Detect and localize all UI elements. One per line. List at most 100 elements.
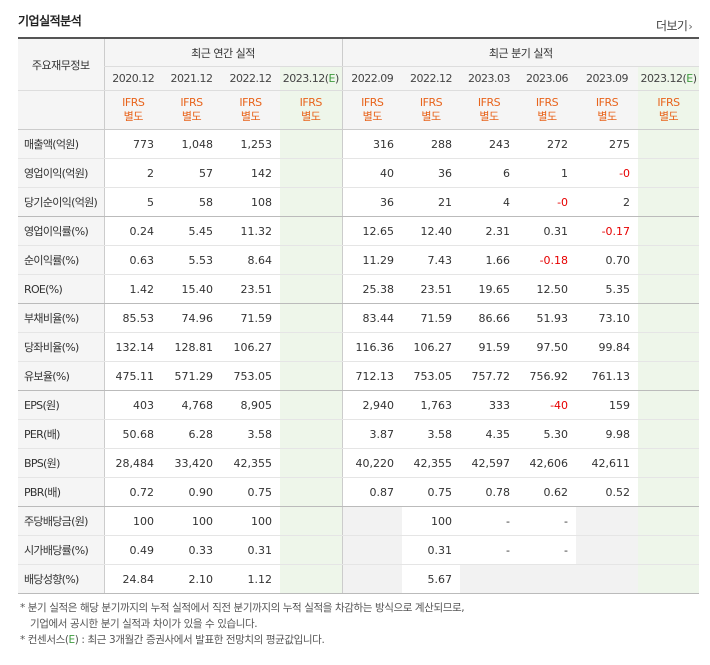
annual-est-date: 2023.12(E)	[280, 66, 343, 91]
annual-cell: 3.58	[221, 419, 280, 449]
quarter-cell	[638, 245, 700, 275]
quarter-cell	[638, 216, 700, 246]
quarter-cell	[518, 564, 577, 594]
quarter-cell	[576, 535, 639, 565]
quarter-cell: 0.78	[460, 477, 519, 507]
ifrs-line2: 별도	[123, 110, 144, 123]
ifrs-line2: 별도	[537, 110, 557, 123]
quarter-cell	[638, 158, 700, 188]
ifrs-label-0: IFRS 별도	[103, 90, 162, 130]
quarter-cell: 19.65	[460, 274, 519, 304]
ifrs-line1: IFRS	[180, 96, 203, 109]
annual-cell: 2.10	[162, 564, 221, 594]
table-row: PER(배) 50.68 6.28 3.58 3.87 3.58 4.35 5.30 9.98	[18, 419, 700, 449]
quarter-date-0: 2022.09	[341, 66, 403, 91]
more-link[interactable]: 더보기›	[656, 17, 693, 34]
row-label: 영업이익(억원)	[18, 158, 104, 188]
quarter-cell	[638, 477, 700, 507]
annual-date-0: 2020.12	[103, 66, 162, 91]
quarter-cell: 106.27	[402, 332, 461, 362]
quarter-cell: -	[518, 506, 577, 536]
row-label: 부채비율(%)	[18, 303, 104, 333]
chevron-right-icon: ›	[688, 20, 693, 33]
quarter-cell	[638, 274, 700, 304]
annual-cell	[280, 564, 343, 594]
ifrs-label-4: IFRS 별도	[341, 90, 403, 130]
quarter-cell: 757.72	[460, 361, 519, 391]
quarter-cell	[638, 129, 700, 159]
quarter-cell: 753.05	[402, 361, 461, 391]
quarter-cell: 97.50	[518, 332, 577, 362]
annual-cell: 0.90	[162, 477, 221, 507]
annual-cell	[280, 216, 343, 246]
quarter-est-date-base: 2023.12	[640, 72, 684, 85]
quarter-cell: 12.40	[402, 216, 461, 246]
quarter-cell: 116.36	[341, 332, 403, 362]
table-row: 부채비율(%) 85.53 74.96 71.59 83.44 71.59 86.66 51.…	[18, 303, 700, 333]
ifrs-label-8: IFRS 별도	[576, 90, 639, 130]
ifrs-line1: IFRS	[657, 96, 680, 109]
annual-cell	[280, 477, 343, 507]
ifrs-line1: IFRS	[122, 96, 145, 109]
quarter-cell: -	[518, 535, 577, 565]
annual-cell: 100	[103, 506, 162, 536]
annual-cell	[280, 535, 343, 565]
annual-cell: 100	[221, 506, 280, 536]
annual-cell: 106.27	[221, 332, 280, 362]
table-row: 유보율(%) 475.11 571.29 753.05 712.13 753.05 757.…	[18, 361, 700, 391]
quarter-cell: 42,597	[460, 448, 519, 478]
annual-cell: 5.53	[162, 245, 221, 275]
quarter-cell	[638, 448, 700, 478]
table-row: 주당배당금(원) 100 100 100 100- -	[18, 506, 700, 536]
annual-cell: 6.28	[162, 419, 221, 449]
annual-cell: 85.53	[103, 303, 162, 333]
quarter-cell: 5.35	[576, 274, 639, 304]
annual-cell	[280, 245, 343, 275]
quarter-cell: 9.98	[576, 419, 639, 449]
row-label: 영업이익률(%)	[18, 216, 104, 246]
quarter-cell: 5.30	[518, 419, 577, 449]
table-row: EPS(원) 403 4,768 8,905 2,940 1,763 333 -40 159	[18, 390, 700, 420]
annual-cell: 0.49	[103, 535, 162, 565]
quarter-cell: 5.67	[402, 564, 461, 594]
annual-cell: 773	[103, 129, 162, 159]
quarter-cell	[638, 535, 700, 565]
footnote-2-suffix: ) : 최근 3개월간 증권사에서 발표한 전망치의 평균값입니다.	[74, 634, 325, 646]
annual-date-1: 2021.12	[162, 66, 221, 91]
quarter-cell: -	[460, 535, 519, 565]
table-row: PBR(배) 0.72 0.90 0.75 0.87 0.75 0.78 0.62 0.52	[18, 477, 700, 507]
quarter-cell: 316	[341, 129, 403, 159]
annual-cell: 128.81	[162, 332, 221, 362]
quarter-cell	[638, 187, 700, 217]
annual-cell: 74.96	[162, 303, 221, 333]
quarter-cell: 1.66	[460, 245, 519, 275]
quarter-cell	[638, 390, 700, 420]
quarter-date-2: 2023.03	[460, 66, 519, 91]
annual-cell: 4,768	[162, 390, 221, 420]
quarter-cell: 3.87	[341, 419, 403, 449]
footnote-2: * 컨센서스(E) : 최근 3개월간 증권사에서 발표한 전망치의 평균값입니…	[20, 634, 325, 646]
ifrs-line2: 별도	[597, 110, 617, 123]
annual-cell	[280, 332, 343, 362]
annual-cell: 2	[103, 158, 162, 188]
ifrs-line2: 별도	[658, 110, 679, 123]
quarter-cell: -0	[576, 158, 639, 188]
quarter-cell: 272	[518, 129, 577, 159]
quarter-cell: 23.51	[402, 274, 461, 304]
quarter-cell: 1,763	[402, 390, 461, 420]
annual-est-date-mark: E	[328, 72, 336, 85]
quarter-cell: 100	[402, 506, 461, 536]
quarter-cell: 71.59	[402, 303, 461, 333]
quarter-cell: 40	[341, 158, 403, 188]
quarter-cell: 21	[402, 187, 461, 217]
quarter-cell: 0.31	[518, 216, 577, 246]
annual-cell: 28,484	[103, 448, 162, 478]
quarter-cell: 0.75	[402, 477, 461, 507]
table-row: ROE(%) 1.42 15.40 23.51 25.38 23.51 19.65 12.50…	[18, 274, 700, 304]
quarter-est-date-mark: E	[686, 72, 693, 85]
quarter-cell: 6	[460, 158, 519, 188]
annual-cell	[280, 303, 343, 333]
quarter-cell: 243	[460, 129, 519, 159]
annual-cell: 71.59	[221, 303, 280, 333]
annual-cell: 5.45	[162, 216, 221, 246]
